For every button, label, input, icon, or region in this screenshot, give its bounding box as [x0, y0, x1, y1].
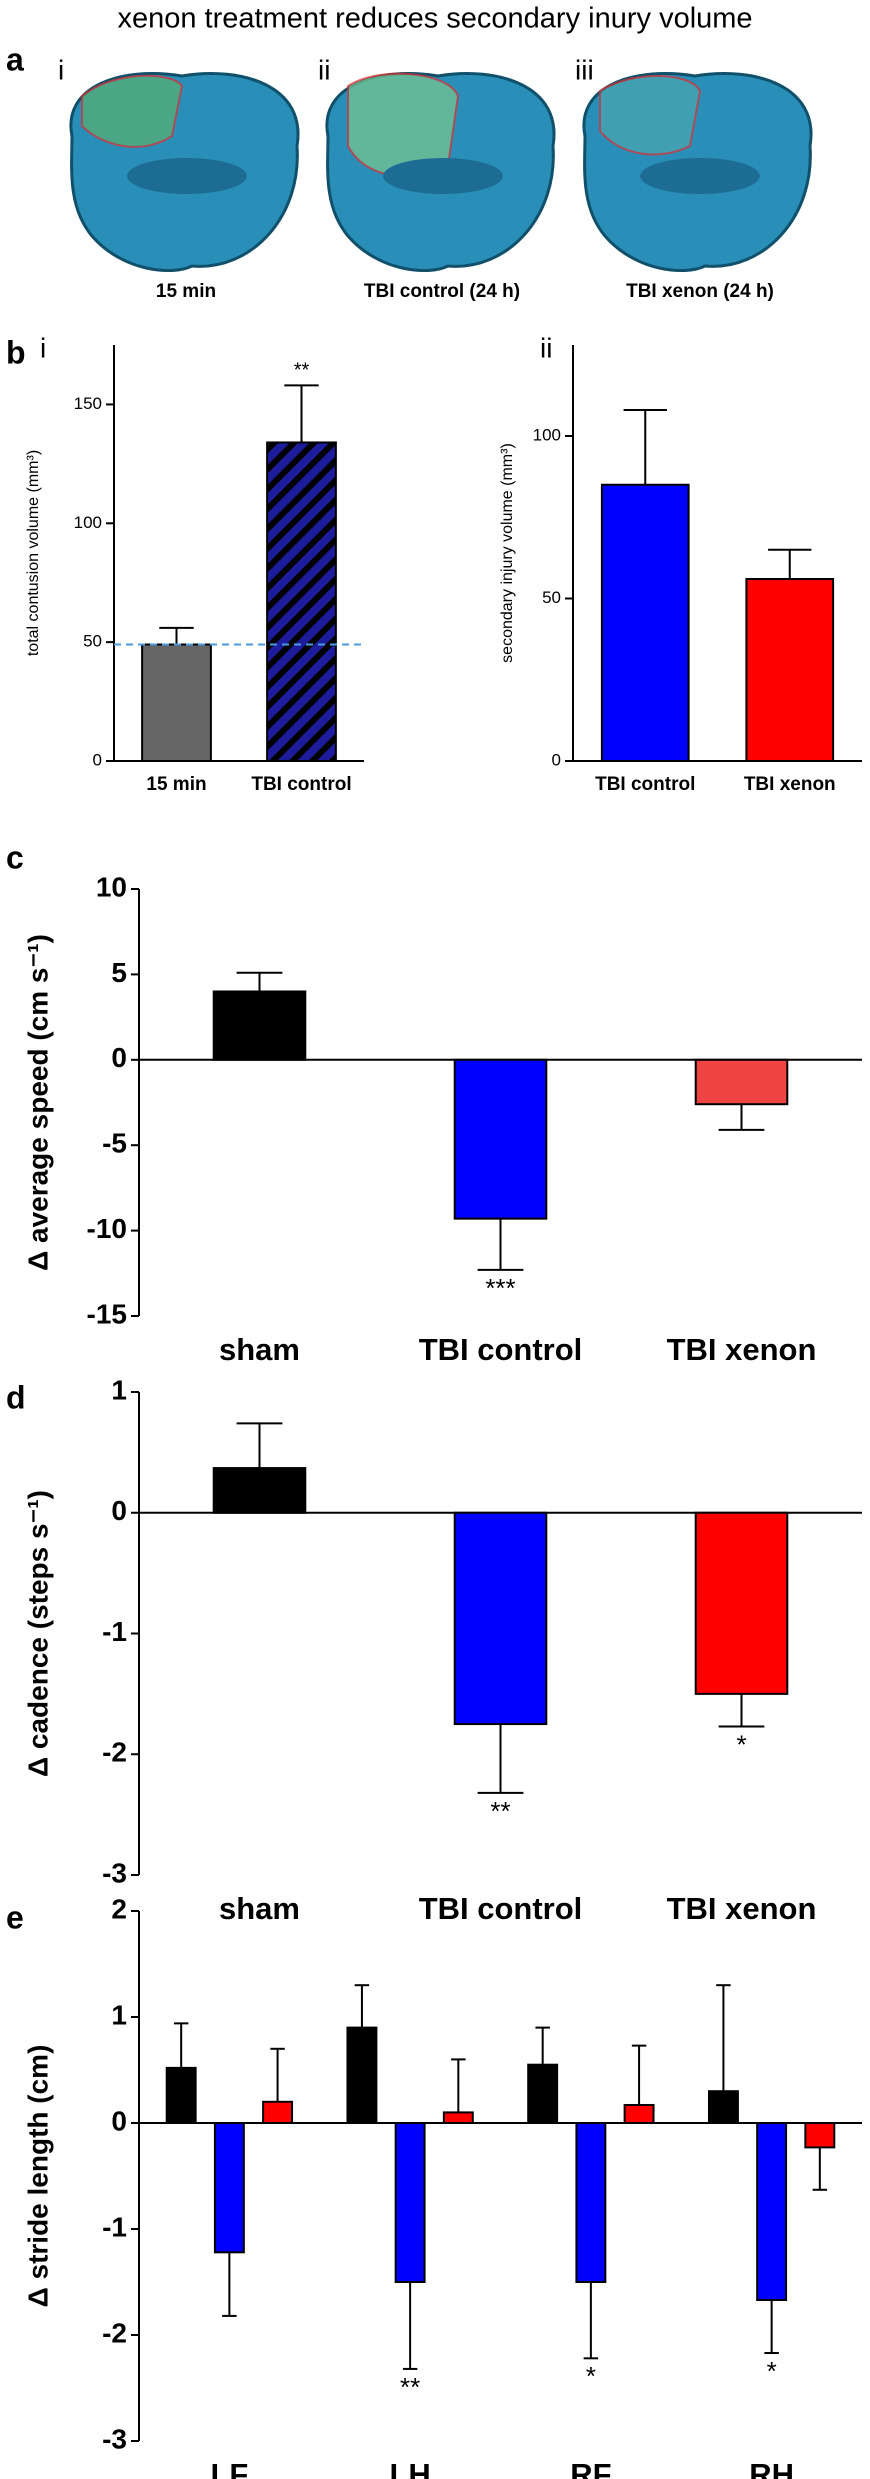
figure-title: xenon treatment reduces secondary inury … — [117, 3, 752, 35]
bar — [141, 643, 212, 763]
bar — [266, 441, 337, 762]
bar — [453, 1058, 548, 1220]
y-axis-label: total contusion volume (mm³) — [25, 450, 42, 656]
y-tick-label: 0 — [111, 2105, 127, 2136]
x-tick-label: RH — [749, 2457, 794, 2479]
y-axis-label: Δ average speed (cm s⁻¹) — [22, 934, 53, 1271]
bar — [212, 1467, 307, 1514]
y-tick-label: 100 — [533, 425, 561, 444]
y-tick-label: 100 — [74, 513, 102, 532]
y-tick-label: -2 — [102, 1737, 127, 1768]
panel-sublabel: ii — [540, 332, 552, 363]
y-tick-label: 150 — [74, 394, 102, 413]
bar — [165, 2066, 197, 2124]
image-caption: 15 min — [156, 281, 216, 302]
brain-image — [582, 72, 813, 273]
image-sublabel: iii — [575, 54, 594, 85]
bar — [453, 1511, 548, 1726]
x-tick-label: 15 min — [146, 774, 206, 795]
significance-label: * — [767, 2356, 777, 2386]
significance-label: ** — [400, 2372, 420, 2402]
bar — [756, 2122, 788, 2302]
significance-label: * — [736, 1729, 746, 1759]
y-tick-label: 0 — [93, 750, 102, 769]
bar — [804, 2122, 836, 2149]
y-tick-label: -5 — [102, 1128, 127, 1159]
image-caption: TBI control (24 h) — [364, 281, 520, 302]
panel-label: b — [6, 334, 26, 370]
x-tick-label: TBI control — [251, 774, 351, 795]
image-sublabel: i — [58, 54, 64, 85]
y-tick-label: -2 — [102, 2317, 127, 2348]
bar — [527, 2063, 559, 2124]
y-tick-label: -10 — [87, 1213, 127, 1244]
y-tick-label: -1 — [102, 2211, 127, 2242]
x-tick-label: RF — [570, 2457, 611, 2479]
y-tick-label: -1 — [102, 1616, 127, 1647]
significance-label: * — [586, 2361, 596, 2391]
x-tick-label: TBI xenon — [667, 1332, 817, 1367]
y-tick-label: 2 — [111, 1893, 127, 1924]
x-tick-label: LF — [210, 2457, 248, 2479]
y-tick-label: -15 — [87, 1298, 127, 1329]
image-sublabel: ii — [318, 54, 330, 85]
brain-images — [69, 72, 813, 273]
y-tick-label: 1 — [111, 1374, 127, 1405]
y-tick-label: -3 — [102, 2423, 127, 2454]
brain-image — [69, 72, 300, 273]
panel-label: c — [6, 839, 24, 875]
bar — [694, 1058, 789, 1106]
bar — [745, 578, 835, 762]
bar — [394, 2122, 426, 2283]
x-tick-label: sham — [219, 1332, 300, 1367]
bar — [575, 2122, 607, 2283]
y-axis-label: Δ cadence (steps s⁻¹) — [22, 1490, 53, 1777]
bar — [694, 1511, 789, 1695]
significance-label: ** — [294, 360, 310, 382]
panel-label: a — [6, 41, 24, 77]
bar — [346, 2026, 378, 2124]
bar — [707, 2090, 739, 2124]
bar — [262, 2100, 294, 2125]
y-tick-label: -3 — [102, 1857, 127, 1888]
image-caption: TBI xenon (24 h) — [626, 281, 774, 302]
bar — [213, 2122, 245, 2254]
x-tick-label: TBI xenon — [667, 1891, 817, 1926]
panel-sublabel: i — [40, 332, 46, 363]
bar — [623, 2103, 655, 2124]
y-axis-label: secondary injury volume (mm³) — [499, 443, 516, 663]
x-tick-label: TBI control — [595, 774, 695, 795]
x-tick-label: LH — [389, 2457, 430, 2479]
y-tick-label: 0 — [111, 1495, 127, 1526]
bar — [212, 990, 307, 1061]
x-tick-label: TBI xenon — [744, 774, 836, 795]
significance-label: ** — [490, 1796, 510, 1826]
brain-image — [325, 72, 556, 273]
y-tick-label: 5 — [111, 957, 127, 988]
panel-label: d — [6, 1379, 26, 1415]
y-tick-label: 1 — [111, 1999, 127, 2030]
y-tick-label: 50 — [542, 588, 561, 607]
bar — [442, 2111, 474, 2124]
y-tick-label: 0 — [111, 1042, 127, 1073]
significance-label: *** — [485, 1273, 515, 1303]
y-tick-label: 0 — [552, 750, 561, 769]
bar — [600, 483, 690, 762]
y-axis-label: Δ stride length (cm) — [22, 2045, 53, 2308]
x-tick-label: sham — [219, 1891, 300, 1926]
x-tick-label: TBI control — [419, 1891, 583, 1926]
y-tick-label: 10 — [96, 871, 127, 902]
panel-label: e — [6, 1899, 24, 1935]
x-tick-label: TBI control — [419, 1332, 583, 1367]
y-tick-label: 50 — [83, 632, 102, 651]
